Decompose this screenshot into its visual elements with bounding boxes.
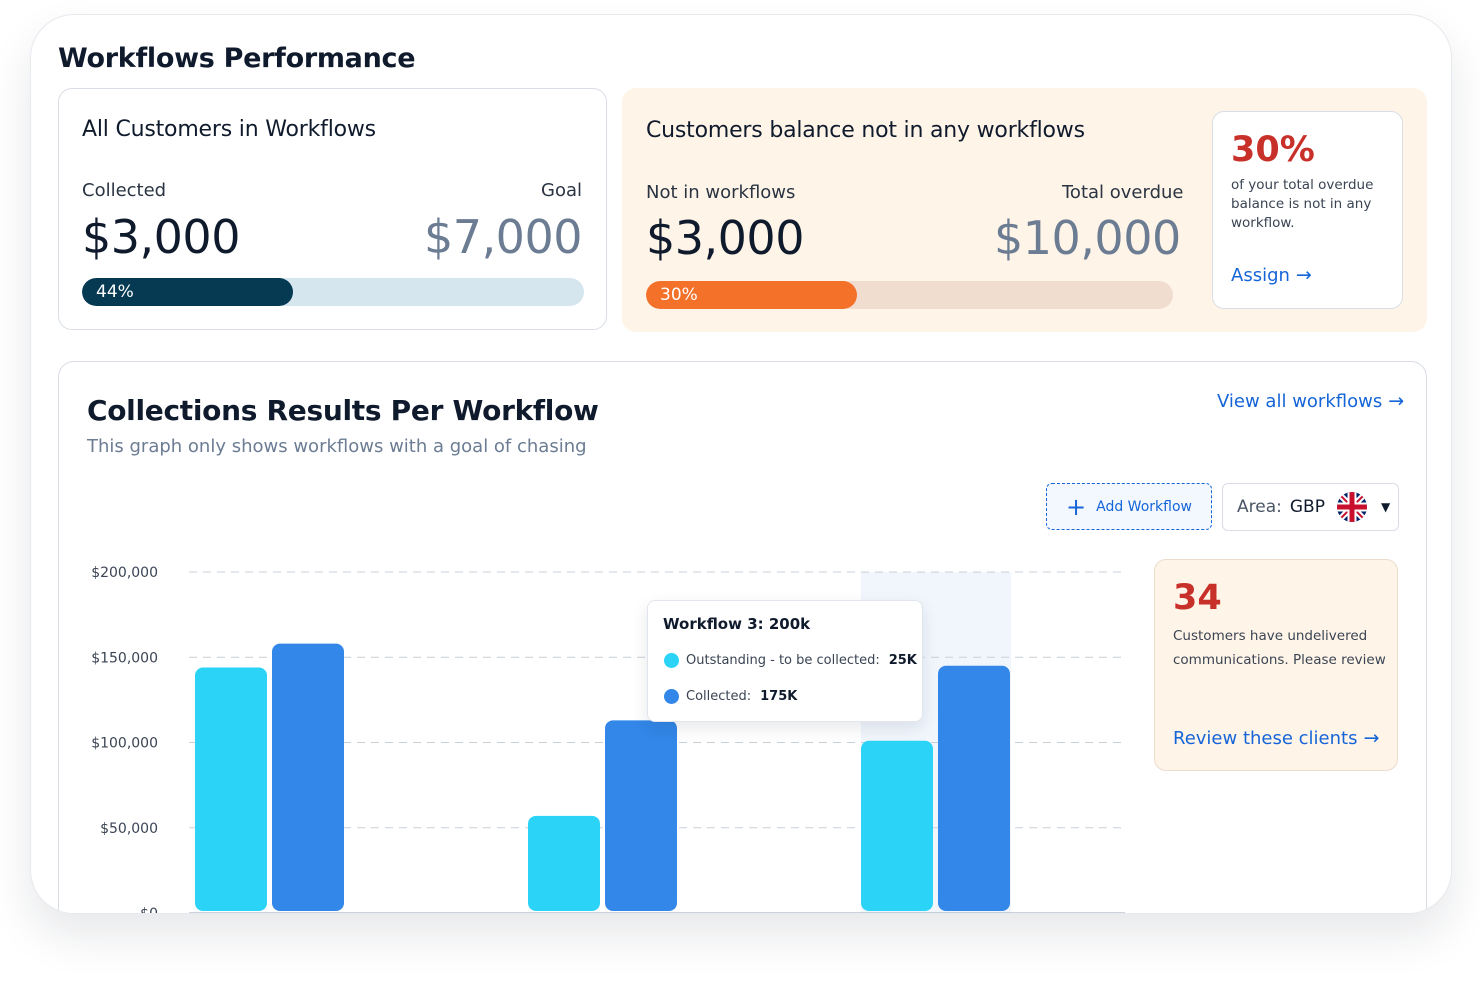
total-overdue-label: Total overdue [1062, 182, 1184, 203]
view-all-workflows-label: View all workflows [1217, 390, 1383, 412]
outstanding-dot-icon [664, 653, 679, 668]
tooltip-title: Workflow 3: 200k [663, 615, 811, 633]
tooltip-value: 25K [888, 653, 917, 668]
area-label: Area: [1237, 497, 1282, 517]
card-heading: All Customers in Workflows [82, 117, 376, 142]
plus-icon: + [1066, 492, 1087, 521]
collected-progress-fill: 44% [82, 278, 293, 306]
balance-not-in-workflows-card: Customers balance not in any workflows N… [622, 88, 1427, 332]
arrow-right-icon: → [1363, 727, 1380, 749]
not-in-workflows-progress-fill: 30% [646, 281, 857, 309]
all-customers-card: All Customers in Workflows Collected Goa… [58, 88, 607, 330]
section-title: Collections Results Per Workflow [87, 394, 599, 427]
add-workflow-button[interactable]: + Add Workflow [1046, 483, 1212, 530]
not-in-workflows-value: $3,000 [646, 211, 804, 265]
y-tick-label: $50,000 [100, 821, 158, 837]
progress-percent: 30% [660, 285, 698, 305]
assign-link-label: Assign [1231, 264, 1290, 286]
collected-bar [938, 665, 1010, 911]
collected-progress-bar: 44% [82, 278, 584, 306]
not-in-workflows-label: Not in workflows [646, 182, 796, 203]
tooltip-row-collected: Collected: 175K [664, 689, 797, 704]
arrow-right-icon: → [1295, 264, 1312, 286]
y-tick-label: $100,000 [91, 736, 158, 752]
y-tick-label: $200,000 [91, 565, 158, 581]
total-overdue-value: $10,000 [994, 211, 1181, 265]
add-workflow-label: Add Workflow [1096, 498, 1192, 515]
review-clients-link[interactable]: Review these clients → [1173, 727, 1379, 749]
chart-tooltip: Workflow 3: 200k Outstanding - to be col… [647, 600, 923, 722]
collected-bar [272, 643, 344, 911]
tooltip-row-outstanding: Outstanding - to be collected: 25K [664, 653, 917, 668]
outstanding-bar [528, 815, 600, 911]
undelivered-count: 34 [1173, 578, 1222, 618]
collections-bar-chart: $0 $50,000 $100,000 $150,000 $200,000 [91, 565, 1125, 914]
progress-percent: 44% [96, 282, 134, 302]
goal-label: Goal [541, 180, 582, 201]
y-tick-label: $150,000 [91, 650, 158, 666]
unassigned-text: of your total overdue balance is not in … [1231, 177, 1374, 231]
area-select[interactable]: Area: GBP ▼ [1222, 483, 1399, 531]
outstanding-bar [195, 667, 267, 911]
collected-value: $3,000 [82, 210, 240, 264]
undelivered-text: Customers have undelivered communication… [1173, 628, 1386, 668]
section-subtitle: This graph only shows workflows with a g… [87, 436, 587, 457]
tooltip-label: Outstanding - to be collected: [686, 653, 880, 668]
collected-bar [605, 720, 677, 911]
outstanding-bar [861, 740, 933, 911]
unassigned-percent: 30% [1231, 130, 1315, 170]
caret-down-icon: ▼ [1380, 500, 1391, 514]
tooltip-label: Collected: [686, 689, 752, 704]
uk-flag-icon [1336, 492, 1367, 522]
review-clients-label: Review these clients [1173, 727, 1358, 749]
tooltip-value: 175K [760, 689, 798, 704]
collections-results-card: Collections Results Per Workflow This gr… [58, 361, 1427, 914]
unassigned-callout: 30% of your total overdue balance is not… [1212, 111, 1403, 309]
page-title: Workflows Performance [58, 43, 416, 74]
goal-value: $7,000 [424, 210, 582, 264]
y-tick-label: $0 [140, 906, 158, 914]
arrow-right-icon: → [1388, 390, 1405, 412]
dashboard-panel: Workflows Performance All Customers in W… [30, 14, 1452, 914]
collected-dot-icon [664, 689, 679, 704]
undelivered-notice: 34 Customers have undelivered communicat… [1154, 559, 1398, 771]
card-heading: Customers balance not in any workflows [646, 118, 1085, 143]
collected-label: Collected [82, 180, 167, 201]
assign-link[interactable]: Assign → [1231, 264, 1312, 286]
area-value: GBP [1289, 497, 1325, 517]
view-all-workflows-link[interactable]: View all workflows → [1217, 390, 1404, 412]
not-in-workflows-progress-bar: 30% [646, 281, 1173, 309]
